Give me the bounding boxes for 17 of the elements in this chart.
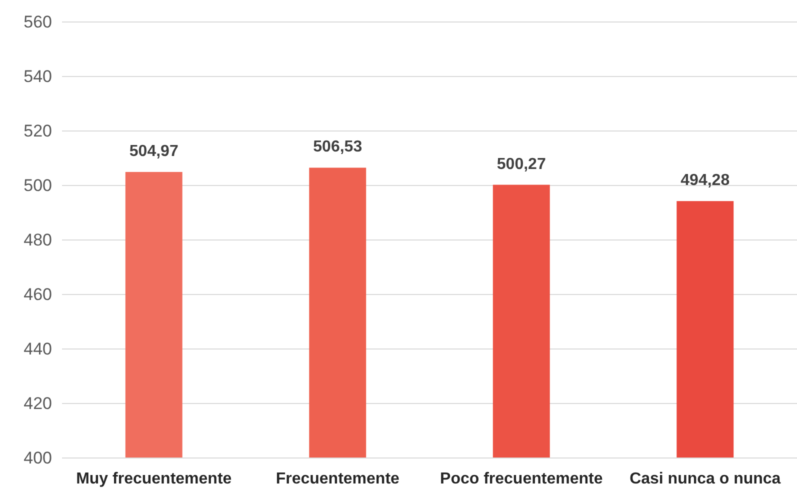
- data-label: 504,97: [129, 142, 178, 160]
- x-tick-label: Muy frecuentemente: [76, 470, 232, 488]
- y-tick-label: 560: [24, 12, 52, 32]
- y-tick-label: 420: [24, 394, 52, 413]
- y-tick-label: 460: [24, 284, 52, 304]
- x-tick-label: Casi nunca o nunca: [630, 470, 781, 488]
- data-label: 494,28: [680, 172, 730, 190]
- y-tick-label: 440: [24, 339, 52, 358]
- data-label: 500,27: [496, 156, 546, 173]
- y-tick-label: 540: [24, 66, 52, 86]
- y-tick-label: 480: [24, 230, 52, 250]
- data-label: 506,53: [313, 138, 362, 156]
- x-tick-label: Frecuentemente: [276, 470, 400, 488]
- y-tick-label: 400: [24, 448, 52, 468]
- x-tick-label: Poco frecuentemente: [440, 470, 603, 488]
- y-tick-label: 520: [24, 121, 52, 140]
- y-tick-label: 500: [24, 176, 52, 195]
